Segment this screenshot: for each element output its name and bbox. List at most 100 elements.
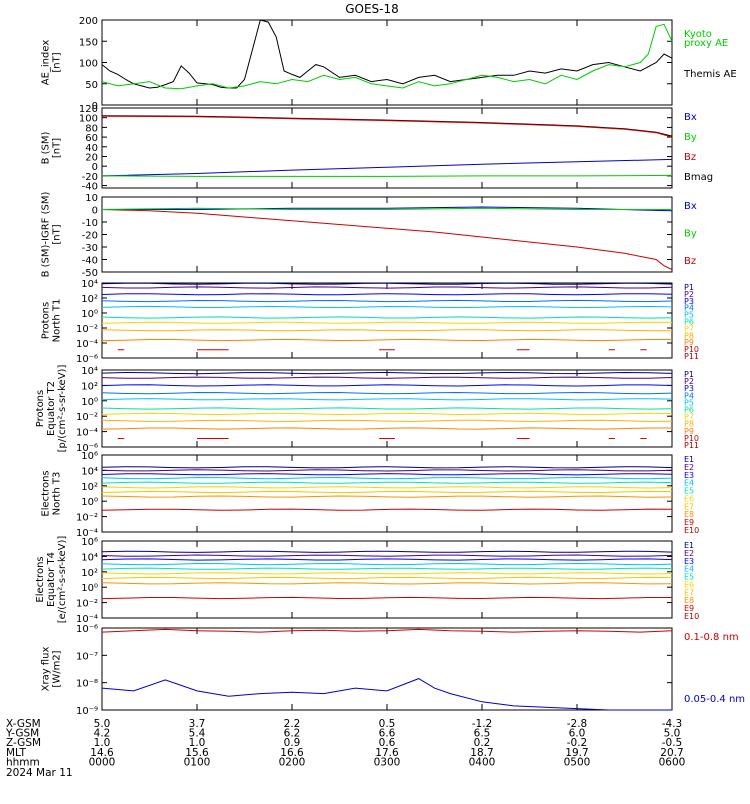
- series-e7: [101, 490, 673, 494]
- series-bz: [101, 115, 673, 138]
- panel-8: 10⁻⁶ 10⁻⁷ 10⁻⁸ 10⁻⁹ Xray flux[W/m2] 0.1-0.8 n…: [41, 624, 746, 717]
- legend-p9: P9: [684, 427, 694, 436]
- legend-e7: E7: [684, 588, 694, 597]
- y-axis-label-line: Xray flux: [41, 647, 52, 692]
- series-0-1-0-8-nm: [101, 628, 673, 633]
- y-tick-label: 10⁻²: [76, 513, 98, 524]
- y-tick-label: 0: [92, 162, 98, 173]
- y-axis-label: ProtonsNorth T1: [41, 299, 63, 343]
- series-e2: [101, 469, 673, 472]
- series-p5: [101, 305, 673, 309]
- panel-frame: [101, 19, 673, 106]
- legend-themis-ae: Themis AE: [683, 69, 737, 80]
- y-axis-label-line: AE_index: [41, 40, 52, 86]
- footer-value: 6.6: [379, 728, 396, 740]
- panel-5: 10⁴ 10² 10⁰ 10⁻² 10⁻⁴ 10⁻⁶ ProtonsEquator T2[p…: [35, 365, 699, 454]
- y-tick-label: 10²: [81, 482, 98, 493]
- series-p3: [101, 384, 673, 387]
- y-axis-label-line: Equator T4: [46, 552, 57, 607]
- y-axis-label-line: [W/m2]: [52, 650, 63, 687]
- legend-bmag: Bmag: [684, 172, 713, 183]
- legend-e5: E5: [684, 573, 694, 582]
- y-tick-label: 10⁰: [81, 583, 98, 594]
- y-tick-label: 10⁶: [81, 451, 98, 462]
- legend-e9: E9: [684, 604, 694, 613]
- series-by: [101, 174, 673, 177]
- y-tick-label: 10⁻⁶: [76, 443, 98, 454]
- series-p3: [101, 293, 673, 296]
- footer-value: 3.7: [189, 718, 206, 730]
- series-e5: [101, 481, 673, 484]
- legend-e1: E1: [684, 455, 694, 464]
- footer-value: 0.9: [284, 737, 301, 749]
- legend-by: By: [684, 132, 697, 143]
- legend-0-05-0-4-nm: 0.05-0.4 nm: [684, 694, 745, 705]
- legend-p3: P3: [684, 384, 694, 393]
- y-tick-label: 10⁰: [81, 497, 98, 508]
- footer-value: -0.2: [567, 737, 588, 749]
- legend-p1: P1: [684, 283, 694, 292]
- footer-value: -2.8: [567, 718, 588, 730]
- y-axis-label-line: Protons: [41, 302, 52, 339]
- y-tick-label: 10⁻²: [76, 412, 98, 423]
- y-tick-label: -30: [82, 243, 98, 254]
- footer-value: 5.4: [189, 728, 206, 740]
- y-tick-label: 10⁻⁴: [76, 428, 98, 439]
- y-tick-label: -20: [82, 172, 98, 183]
- legend-p6: P6: [684, 406, 694, 415]
- y-tick-label: 0: [92, 206, 98, 217]
- footer-value: 15.6: [185, 747, 209, 759]
- y-axis-label-line: [nT]: [52, 52, 63, 72]
- legend-e6: E6: [684, 580, 694, 589]
- series-e9: [101, 508, 673, 511]
- footer-value: 14.6: [90, 747, 114, 759]
- y-tick-label: -40: [82, 182, 98, 193]
- y-tick-label: 10⁻⁸: [76, 679, 98, 690]
- panel-frame: [101, 627, 673, 711]
- series-e4: [101, 562, 673, 566]
- series-e1: [101, 550, 673, 553]
- y-axis-label-line: B (SM)-IGRF (SM): [41, 192, 52, 278]
- footer-value: 18.7: [470, 747, 493, 759]
- series-p2: [101, 286, 673, 289]
- y-tick-label: 80: [85, 123, 98, 134]
- footer-value: 2.2: [284, 718, 301, 730]
- y-tick-label: 60: [85, 133, 98, 144]
- series-p8: [101, 329, 673, 332]
- y-axis-label: ProtonsEquator T2[p/(cm²-s-sr-keV)]: [35, 365, 68, 453]
- legend-e10: E10: [684, 612, 699, 621]
- y-axis-label: B (SM)-IGRF (SM)[nT]: [41, 192, 63, 278]
- series-p6: [101, 316, 673, 319]
- footer-value: 6.2: [284, 728, 301, 740]
- legend-p2: P2: [684, 377, 694, 386]
- footer-row-label: hhmm: [6, 756, 40, 768]
- legend-bz: Bz: [684, 152, 696, 163]
- footer-value: 0000: [89, 756, 116, 768]
- legend-bx: Bx: [684, 201, 697, 212]
- y-tick-label: 10⁻⁴: [76, 528, 98, 539]
- footer-value: -0.5: [662, 737, 683, 749]
- legend-e9: E9: [684, 518, 694, 527]
- series-p7: [101, 412, 673, 416]
- y-tick-label: -50: [82, 268, 98, 279]
- panel-4: 10⁴ 10² 10⁰ 10⁻² 10⁻⁴ 10⁻⁶ ProtonsNorth T1 P1P2…: [41, 279, 700, 365]
- series-p6: [101, 407, 673, 410]
- legend-p2: P2: [684, 290, 694, 299]
- y-tick-label: 40: [85, 143, 98, 154]
- footer-value: 5.0: [664, 728, 681, 740]
- legend-p4: P4: [684, 304, 694, 313]
- y-tick-label: 10²: [81, 294, 98, 305]
- y-tick-label: -40: [82, 256, 98, 267]
- y-axis-label-line: Electrons: [35, 556, 46, 602]
- legend-p7: P7: [684, 413, 694, 422]
- y-tick-label: 10²: [81, 381, 98, 392]
- y-axis-label-line: Protons: [35, 390, 46, 427]
- legend-e1: E1: [684, 541, 694, 550]
- plot-title: GOES-18: [345, 2, 399, 16]
- legend-p8: P8: [684, 331, 694, 340]
- y-tick-label: 200: [79, 16, 98, 27]
- series-p5: [101, 398, 673, 401]
